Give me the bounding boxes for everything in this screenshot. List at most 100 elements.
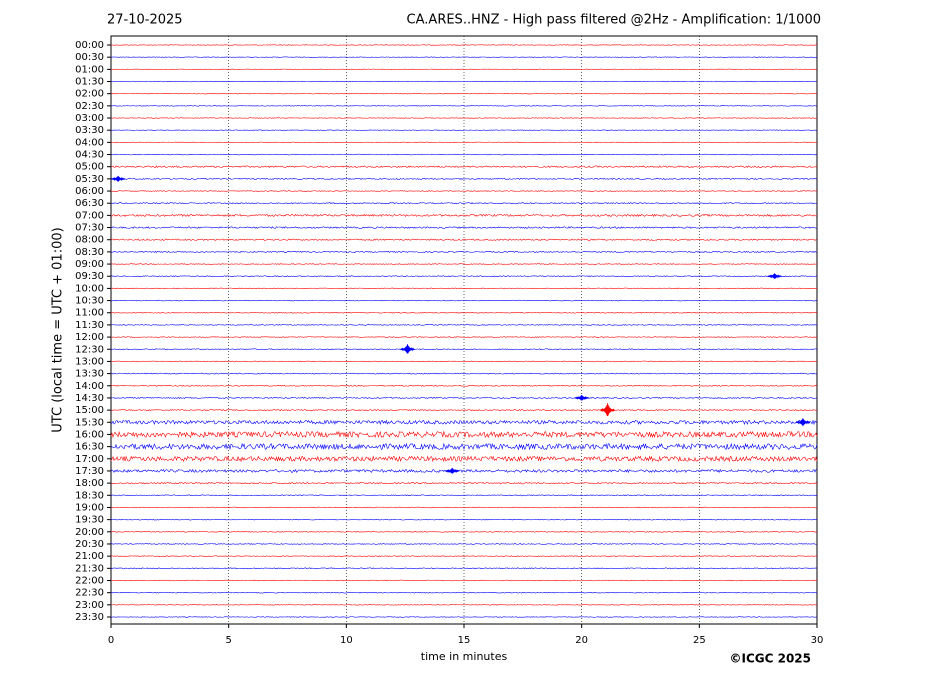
x-tick-label: 0 (108, 635, 114, 646)
y-tick-label: 08:30 (75, 247, 104, 258)
y-tick-label: 13:00 (75, 356, 104, 367)
y-tick-label: 17:30 (75, 466, 104, 477)
y-tick-label: 19:00 (75, 502, 104, 513)
x-tick-label: 20 (575, 635, 588, 646)
trace (111, 226, 818, 229)
trace (110, 213, 818, 218)
trace (110, 360, 818, 363)
chart-title: CA.ARES..HNZ - High pass filtered @2Hz -… (407, 13, 821, 28)
y-tick-label: 17:00 (75, 454, 104, 465)
y-tick-label: 05:30 (75, 174, 104, 185)
trace (110, 202, 818, 205)
y-tick-label: 10:30 (75, 296, 104, 307)
trace (110, 141, 818, 143)
date: 27-10-2025 (107, 13, 183, 28)
trace (110, 238, 818, 241)
y-tick-label: 09:30 (75, 271, 104, 282)
y-tick-label: 23:00 (75, 600, 104, 611)
trace (110, 616, 818, 618)
trace (110, 80, 818, 83)
y-tick-label: 01:00 (75, 64, 104, 75)
event (574, 394, 589, 401)
x-axis-label: time in minutes (421, 650, 508, 663)
trace (111, 604, 818, 606)
trace (110, 579, 818, 582)
x-tick-label: 10 (340, 635, 353, 646)
trace (110, 263, 818, 265)
trace (110, 299, 818, 302)
trace (110, 68, 818, 70)
trace (110, 275, 818, 278)
y-tick-label: 14:00 (75, 381, 104, 392)
trace (110, 177, 818, 180)
y-tick-label: 05:00 (75, 162, 104, 173)
trace (110, 430, 818, 439)
y-tick-label: 23:30 (75, 612, 104, 623)
copyright: ©ICGC 2025 (729, 652, 811, 666)
y-tick-label: 20:30 (75, 539, 104, 550)
y-tick-label: 09:00 (75, 259, 104, 270)
trace (110, 348, 818, 351)
y-tick-label: 21:30 (75, 563, 104, 574)
y-tick-label: 04:00 (75, 137, 104, 148)
trace (110, 384, 818, 387)
trace (110, 190, 818, 192)
x-tick-label: 15 (458, 635, 471, 646)
event (110, 175, 126, 182)
trace (110, 56, 818, 58)
trace (110, 555, 818, 557)
event (767, 273, 782, 279)
trace (110, 409, 818, 412)
trace (110, 336, 818, 338)
y-tick-label: 10:00 (75, 283, 104, 294)
x-tick-label: 30 (811, 635, 824, 646)
y-tick-label: 14:30 (75, 393, 104, 404)
trace (110, 482, 818, 485)
x-tick-label: 25 (693, 635, 706, 646)
event (400, 344, 415, 354)
trace (110, 153, 818, 156)
trace (110, 324, 818, 326)
y-tick-label: 19:30 (75, 515, 104, 526)
trace (110, 287, 818, 290)
event (795, 418, 811, 426)
y-tick-label: 20:00 (75, 527, 104, 538)
trace (110, 591, 818, 594)
y-tick-label: 21:00 (75, 551, 104, 562)
y-tick-label: 12:30 (75, 344, 104, 355)
y-tick-label: 06:00 (75, 186, 104, 197)
y-tick-label: 04:30 (75, 150, 104, 161)
trace (110, 165, 818, 168)
trace (110, 518, 818, 521)
y-tick-label: 11:00 (75, 308, 104, 319)
y-tick-label: 02:00 (75, 89, 104, 100)
trace (110, 531, 818, 533)
y-tick-label: 22:00 (75, 575, 104, 586)
y-tick-label: 00:30 (75, 52, 104, 63)
y-tick-label: 07:30 (75, 223, 104, 234)
y-tick-label: 03:30 (75, 125, 104, 136)
trace (110, 311, 818, 314)
trace (110, 93, 818, 95)
trace (110, 105, 818, 107)
y-tick-label: 13:30 (75, 369, 104, 380)
y-tick-label: 06:30 (75, 198, 104, 209)
y-tick-label: 18:30 (75, 490, 104, 501)
y-tick-label: 08:00 (75, 235, 104, 246)
y-tick-label: 15:30 (75, 417, 104, 428)
trace (110, 442, 818, 451)
trace (110, 44, 818, 46)
y-tick-label: 15:00 (75, 405, 104, 416)
trace (110, 419, 818, 426)
trace (110, 455, 818, 463)
y-tick-label: 02:30 (75, 101, 104, 112)
trace (110, 372, 818, 375)
event (444, 467, 460, 474)
y-tick-label: 16:30 (75, 442, 104, 453)
y-tick-label: 11:30 (75, 320, 104, 331)
y-tick-label: 12:00 (75, 332, 104, 343)
trace (110, 543, 818, 545)
trace (110, 494, 818, 497)
y-tick-label: 00:00 (75, 40, 104, 51)
